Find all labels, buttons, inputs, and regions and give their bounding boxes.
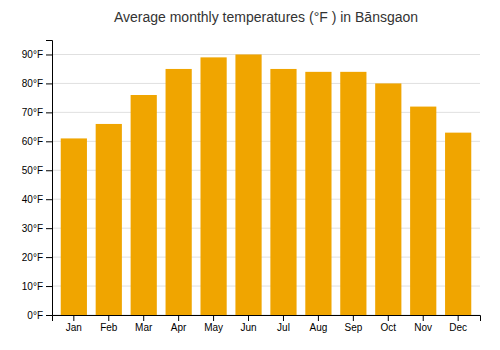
bar [61, 138, 87, 315]
x-tick-label: May [204, 322, 223, 333]
x-tick-label: Jan [66, 322, 82, 333]
grid [52, 54, 480, 315]
x-tick-mark [143, 315, 144, 321]
bar [445, 133, 471, 315]
x-tick: Jun [240, 315, 256, 333]
y-tick: 20°F [22, 252, 52, 263]
bar [410, 107, 436, 315]
y-tick-mark [46, 199, 52, 200]
bar [375, 83, 401, 315]
bar [305, 72, 331, 315]
x-tick-label: Oct [381, 322, 397, 333]
y-tick-label: 80°F [22, 78, 43, 89]
x-tick: Aug [310, 315, 328, 333]
x-tick-mark [423, 315, 424, 321]
x-tick: Sep [344, 315, 362, 333]
x-tick-label: Mar [135, 322, 153, 333]
x-tick: Apr [171, 315, 187, 333]
x-tick-mark [248, 315, 249, 321]
y-tick-label: 10°F [22, 281, 43, 292]
y-tick: 50°F [22, 165, 52, 176]
x-tick: May [204, 315, 223, 333]
y-tick: 0°F [27, 310, 52, 321]
x-axis-line [53, 316, 481, 322]
y-tick-label: 0°F [27, 310, 43, 321]
x-tick-label: Nov [414, 322, 432, 333]
y-tick: 90°F [22, 49, 52, 60]
y-tick-mark [46, 228, 52, 229]
y-tick-mark [46, 54, 52, 55]
title: Average monthly temperatures (°F ) in Bā… [114, 9, 418, 25]
x-tick: Dec [449, 315, 467, 333]
bar [96, 124, 122, 315]
y-tick-label: 70°F [22, 107, 43, 118]
x-tick-label: Jun [240, 322, 256, 333]
y-tick: 80°F [22, 78, 52, 89]
y-tick: 70°F [22, 107, 52, 118]
y-tick: 40°F [22, 194, 52, 205]
x-tick-mark [108, 315, 109, 321]
x-tick-label: Aug [310, 322, 328, 333]
y-tick-mark [46, 286, 52, 287]
y-tick: 30°F [22, 223, 52, 234]
y-axis: 0°F 10°F 20°F 30°F 40°F 50°F 60°F 70°F 80°F 90°F [22, 41, 53, 321]
y-tick: 10°F [22, 281, 52, 292]
bar [131, 95, 157, 315]
x-tick-mark [388, 315, 389, 321]
x-tick-mark [73, 315, 74, 321]
bar [235, 54, 261, 315]
y-axis-line [46, 41, 53, 316]
y-tick: 60°F [22, 136, 52, 147]
x-tick-label: Sep [344, 322, 362, 333]
x-tick: Mar [135, 315, 153, 333]
x-tick-label: Jul [277, 322, 290, 333]
y-tick-label: 30°F [22, 223, 43, 234]
chart: 0°F 10°F 20°F 30°F 40°F 50°F 60°F 70°F 80°F 90°F J… [0, 0, 500, 350]
plot: 0°F 10°F 20°F 30°F 40°F 50°F 60°F 70°F 80°F 90°F J… [22, 41, 481, 334]
x-tick: Jul [277, 315, 290, 333]
x-tick: Nov [414, 315, 432, 333]
y-tick-mark [46, 170, 52, 171]
bar [200, 57, 226, 315]
bar [270, 69, 296, 315]
x-tick-label: Apr [171, 322, 187, 333]
x-tick-mark [458, 315, 459, 321]
y-tick-label: 50°F [22, 165, 43, 176]
y-tick-mark [46, 112, 52, 113]
y-tick-label: 20°F [22, 252, 43, 263]
y-tick-mark [46, 315, 52, 316]
grid-line [52, 83, 480, 84]
grid-line [52, 54, 480, 55]
x-tick-mark [283, 315, 284, 321]
bar [166, 69, 192, 315]
x-tick-mark [213, 315, 214, 321]
bars [61, 54, 472, 315]
x-tick-mark [178, 315, 179, 321]
y-tick-label: 40°F [22, 194, 43, 205]
y-tick-label: 90°F [22, 49, 43, 60]
y-tick-mark [46, 141, 52, 142]
y-tick-mark [46, 83, 52, 84]
x-axis: Jan Feb Mar Apr May Jun Jul Aug Sep Oct Nov Dec [53, 315, 481, 333]
x-tick: Feb [100, 315, 118, 333]
bar [340, 72, 366, 315]
x-tick: Oct [381, 315, 397, 333]
x-tick-label: Feb [100, 322, 118, 333]
x-tick-mark [318, 315, 319, 321]
x-tick-label: Dec [449, 322, 467, 333]
x-tick-mark [353, 315, 354, 321]
y-tick-mark [46, 257, 52, 258]
x-tick: Jan [66, 315, 82, 333]
y-tick-label: 60°F [22, 136, 43, 147]
